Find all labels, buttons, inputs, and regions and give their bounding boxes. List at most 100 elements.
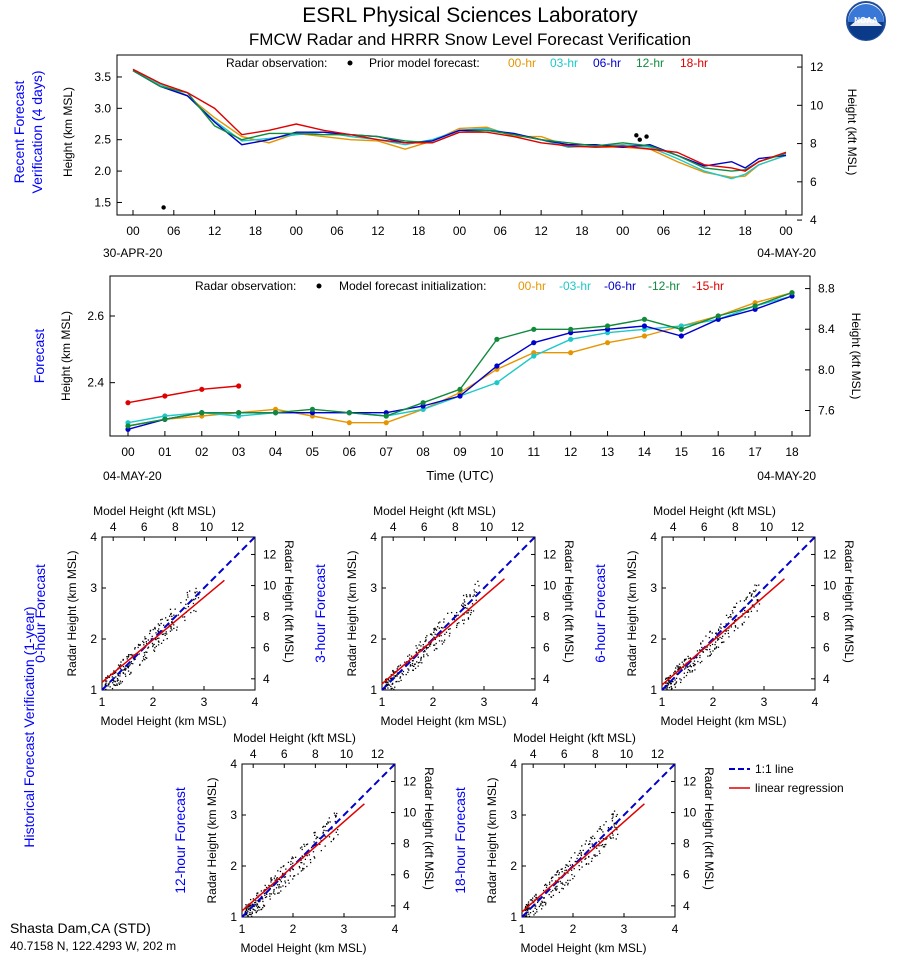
scatter-point [668,680,670,682]
scatter-top-tick-label: 10 [760,520,774,534]
scatter-point [465,594,468,596]
scatter-point [188,590,191,592]
scatter-point [591,857,593,860]
scatter-point [333,837,335,840]
scatter-bottom-axis-label: Model Height (km MSL) [240,941,366,955]
scatter-regression-line [521,803,645,913]
scatter-point [679,666,681,668]
scatter-point [300,870,303,872]
scatter-point [598,840,600,843]
scatter-point [719,626,721,628]
scatter-top-tick-label: 8 [172,520,179,534]
scatter-point [569,879,571,881]
scatter-point [257,906,260,908]
scatter-point [327,821,329,823]
panel2-date-left: 04-MAY-20 [103,469,162,483]
scatter-point [272,892,275,894]
scatter-point [147,639,150,641]
scatter-bottom-axis-label: Model Height (km MSL) [380,714,506,728]
scatter-point [144,659,146,661]
scatter-point [709,645,712,647]
scatter-point [544,901,546,904]
scatter-top-tick-label: 4 [530,747,537,761]
scatter-point [276,876,278,879]
scatter-point [527,901,530,903]
scatter-point [287,861,290,864]
scatter-point [469,594,471,596]
scatter-point [143,652,145,654]
panel2-legend: Radar observation: Model forecast initia… [195,279,724,293]
scatter-point [533,914,535,916]
panel1-xtick-label: 12 [534,224,548,238]
scatter-point [539,904,542,906]
panel2-xtick-label: 07 [380,445,394,459]
panel2-series--06-hr-point [641,323,648,329]
panel2-series-00-hr-point [604,340,611,346]
scatter-point [323,829,325,832]
scatter-xtick-label: 4 [672,922,679,936]
scatter-point [145,637,147,640]
scatter-point [447,612,449,614]
scatter-point [751,604,754,607]
scatter-point [246,913,248,915]
scatter-point [387,684,389,686]
scatter-point [256,894,258,897]
scatter-panel: 12-hour Forecast Radar Height (km MSL) Rad… [172,731,436,955]
scatter-point [558,877,560,879]
scatter-right-axis-label: Radar Height (kft MSL) [282,540,296,663]
scatter-point [433,644,436,646]
scatter-point [730,626,733,628]
scatter-point [756,600,759,602]
scatter-point [176,626,178,628]
scatter-point [472,595,474,598]
scatter-point [425,646,427,648]
scatter-ytick-label: 4 [90,530,97,544]
scatter-point [119,680,122,682]
scatter-top-tick-label: 10 [340,747,354,761]
scatter-point [278,892,280,894]
scatter-point [525,915,527,918]
scatter-right-tick-label: 12 [263,547,277,561]
scatter-point [667,677,669,679]
scatter-point [592,835,594,837]
scatter-point [444,633,446,636]
scatter-point [422,654,425,656]
scatter-point [675,667,677,669]
scatter-point [293,875,296,877]
scatter-point [303,867,305,870]
scatter-point [616,813,618,816]
scatter-point [589,847,592,849]
scatter-point [679,678,681,680]
scatter-point [534,912,536,914]
scatter-point [180,602,182,604]
scatter-point [391,682,394,685]
scatter-point [714,643,716,646]
scatter-right-tick-label: 8 [823,610,830,624]
panel1-series-06-hr-line [132,70,787,169]
scatter-point [670,685,672,688]
scatter-right-tick-label: 4 [543,672,550,686]
scatter-point [175,629,178,631]
scatter-point [677,666,679,669]
panel1-legend-18hr: 18-hr [680,56,708,70]
scatter-point [566,864,568,866]
panel2-xtick-label: 05 [306,445,320,459]
scatter-point [334,814,336,816]
scatter-point [150,638,152,640]
scatter-point [669,683,671,685]
scatter-point [567,879,569,882]
panel1-series-12-hr-line [132,70,787,172]
scatter-right-axis-label: Radar Height (kft MSL) [422,767,436,890]
scatter-point [397,666,399,668]
scatter-point [141,660,144,662]
scatter-point [147,647,149,649]
noaa-logo: NOAA [846,1,886,41]
scatter-point [469,613,472,616]
scatter-point [404,661,406,663]
scatter-point [315,837,317,840]
scatter-point [747,616,750,618]
scatter-point [611,817,613,820]
scatter-point [456,624,458,627]
panel1-radar-observation-point [637,137,642,142]
scatter-point [585,863,587,865]
